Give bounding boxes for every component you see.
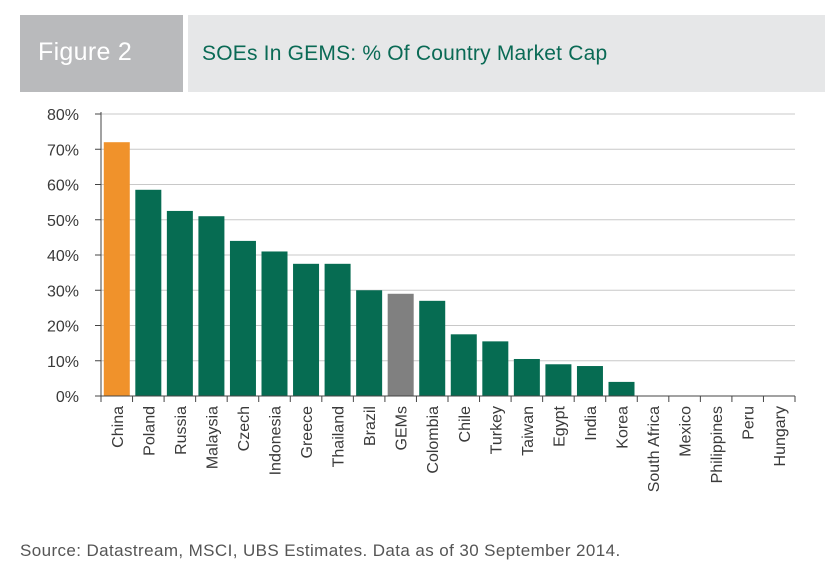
x-tick-label: Russia [173,406,190,455]
bar [229,240,256,396]
y-tick-label: 40% [47,248,79,265]
bar-chart: 0% 10% 20% 30% 40% 50% 60% 70% 80% China Poland Rus… [47,107,796,492]
y-tick-label: 20% [47,319,79,336]
x-tick-label: Hungary [772,406,789,466]
bar [513,358,540,396]
x-tick-label: Peru [741,406,758,440]
bar [166,210,193,396]
x-tick-label: Malaysia [204,406,221,469]
y-tick-label: 30% [47,283,79,300]
bar [198,216,225,396]
bar [293,263,320,396]
bar [450,334,477,396]
x-tick-label: Indonesia [268,406,285,475]
x-tick-label: Czech [236,406,253,451]
x-tick-label: Brazil [362,406,379,446]
bar [545,364,572,396]
x-tick-label: India [583,406,600,441]
y-tick-label: 50% [47,213,79,230]
chart-title: SOEs In GEMS: % Of Country Market Cap [202,42,608,65]
bar [135,189,162,396]
bar [387,293,414,396]
bar [608,381,635,396]
chart-title-box: SOEs In GEMS: % Of Country Market Cap [188,15,825,92]
y-tick-label: 80% [47,107,79,124]
x-tick-label: Thailand [331,406,348,467]
y-tick-label: 10% [47,354,79,371]
x-tick-label: Greece [299,406,316,459]
bar [324,263,351,396]
x-tick-label: Taiwan [520,406,537,456]
x-tick-label: Colombia [425,406,442,474]
figure-label: Figure 2 [38,38,133,66]
x-tick-label: Turkey [488,406,505,454]
x-tick-label: Chile [457,406,474,443]
x-tick-label: Poland [141,406,158,456]
bar [419,300,446,396]
figure-label-box: Figure 2 [20,15,183,92]
y-tick-label: 60% [47,178,79,195]
bar [482,341,509,396]
x-tick-label: Mexico [678,406,695,457]
bar [356,290,383,396]
bar [103,142,130,396]
bar [576,366,603,396]
x-tick-label: GEMs [394,406,411,450]
bar [261,251,288,396]
x-tick-label: Philippines [709,406,726,483]
x-tick-label: Korea [615,406,632,449]
y-tick-label: 0% [56,389,79,406]
source-note: Source: Datastream, MSCI, UBS Estimates.… [20,541,621,560]
x-tick-label: China [110,406,127,448]
y-tick-label: 70% [47,142,79,159]
x-tick-label: South Africa [646,406,663,492]
x-tick-label: Egypt [551,405,568,446]
